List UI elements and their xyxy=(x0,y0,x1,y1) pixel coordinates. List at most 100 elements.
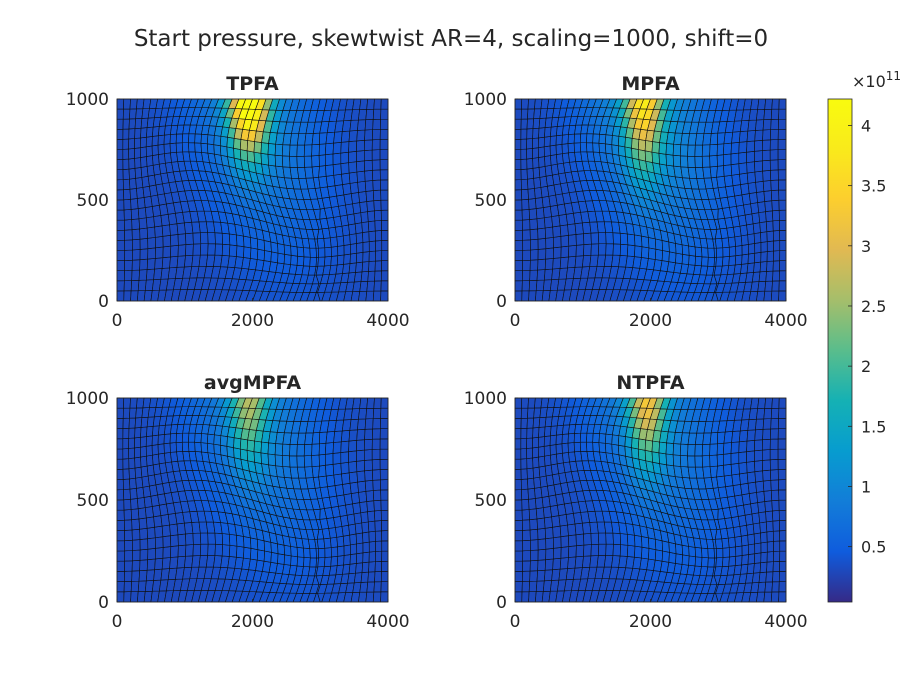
heatmap-cell xyxy=(134,436,141,449)
heatmap-cell xyxy=(340,451,349,464)
heatmap-cell xyxy=(579,133,588,144)
heatmap-cell xyxy=(381,240,389,251)
heatmap-cell xyxy=(236,234,245,248)
heatmap-cell xyxy=(658,142,667,155)
heatmap-cell xyxy=(709,132,719,146)
heatmap-cell xyxy=(379,128,389,140)
heatmap-cell xyxy=(169,556,179,569)
heatmap-cell xyxy=(213,434,222,446)
heatmap-cell xyxy=(349,553,358,565)
heatmap-cell xyxy=(381,219,389,231)
heatmap-cell xyxy=(568,244,577,258)
heatmap-cell xyxy=(277,252,285,265)
heatmap-cell xyxy=(163,433,171,445)
subplot-title: MPFA xyxy=(621,73,680,95)
heatmap-cell xyxy=(303,557,311,568)
heatmap-cell xyxy=(263,550,272,563)
heatmap-cell xyxy=(309,256,317,267)
heatmap-cell xyxy=(250,547,259,561)
heatmap-cell xyxy=(362,531,370,544)
heatmap-cell xyxy=(527,397,536,409)
heatmap-cell xyxy=(372,118,381,130)
heatmap-cell xyxy=(341,472,351,485)
heatmap-cell xyxy=(769,159,779,171)
heatmap-cell xyxy=(694,444,703,457)
heatmap-cell xyxy=(769,149,779,161)
heatmap-cell xyxy=(637,149,647,162)
heatmap-cell xyxy=(521,488,529,501)
heatmap-cell xyxy=(611,434,620,446)
heatmap-cell xyxy=(372,479,381,491)
heatmap-cell xyxy=(154,557,164,571)
heatmap-cell xyxy=(537,538,547,551)
heatmap-cell xyxy=(281,144,291,157)
heatmap-cell xyxy=(527,98,536,110)
heatmap-cell xyxy=(129,178,137,190)
heatmap-cell xyxy=(687,155,696,168)
heatmap-cell xyxy=(116,229,125,241)
heatmap-cell xyxy=(116,581,125,593)
heatmap-cell xyxy=(627,244,636,257)
heatmap-cell xyxy=(170,234,179,247)
heatmap-cell xyxy=(364,170,374,182)
heatmap-cell xyxy=(754,129,764,142)
heatmap-cell xyxy=(374,510,382,522)
heatmap-cell xyxy=(124,219,133,231)
heatmap-cell xyxy=(701,256,709,267)
heatmap-cell xyxy=(769,438,779,450)
heatmap-cell xyxy=(329,536,338,548)
heatmap-cell xyxy=(753,532,762,545)
heatmap-cell xyxy=(755,119,765,131)
heatmap-cell xyxy=(778,280,787,292)
heatmap-cell xyxy=(675,243,684,255)
heatmap-cell xyxy=(592,133,600,144)
heatmap-cell xyxy=(715,256,724,267)
heatmap-cell xyxy=(759,521,768,534)
heatmap-cell xyxy=(348,439,358,453)
heatmap-cell xyxy=(132,249,141,261)
heatmap-cell xyxy=(140,455,148,468)
heatmap-cell xyxy=(309,247,317,258)
heatmap-cell xyxy=(132,539,141,551)
heatmap-cell xyxy=(175,142,184,153)
heatmap-cell xyxy=(116,219,125,231)
heatmap-cell xyxy=(139,227,148,240)
heatmap-cell xyxy=(374,571,382,583)
heatmap-cell xyxy=(586,142,594,153)
heatmap-cell xyxy=(123,397,131,409)
heatmap-cell xyxy=(567,223,577,236)
heatmap-cell xyxy=(552,525,562,539)
heatmap-cell xyxy=(116,468,124,480)
heatmap-cell xyxy=(154,525,164,539)
heatmap-cell xyxy=(740,183,750,196)
y-tick-label: 1000 xyxy=(66,389,109,409)
heatmap-cell xyxy=(356,242,364,254)
heatmap-cell xyxy=(770,479,779,491)
subplot-tpfa: TPFA 0 2000 4000 0 500 1000 xyxy=(66,73,410,331)
heatmap-cell xyxy=(701,443,711,457)
heatmap-cell xyxy=(770,428,779,440)
heatmap-cell xyxy=(147,547,156,561)
heatmap-cell xyxy=(514,199,523,211)
heatmap-cell xyxy=(188,133,196,144)
heatmap-cell xyxy=(349,481,359,494)
heatmap-cell xyxy=(194,142,202,153)
heatmap-cell xyxy=(175,133,184,144)
heatmap-cell xyxy=(567,255,577,269)
heatmap-cell xyxy=(274,443,284,456)
heatmap-cell xyxy=(170,545,179,558)
heatmap-cell xyxy=(192,232,202,245)
heatmap-cell xyxy=(583,243,592,257)
heatmap-cell xyxy=(357,418,367,431)
heatmap-cell xyxy=(362,251,370,263)
heatmap-cell xyxy=(343,554,351,566)
heatmap-cell xyxy=(221,243,231,257)
heatmap-cell xyxy=(514,550,524,562)
heatmap-cell xyxy=(128,148,135,160)
heatmap-cell xyxy=(514,169,522,181)
heatmap-cell xyxy=(734,535,743,548)
heatmap-cell xyxy=(359,201,368,213)
heatmap-cell xyxy=(325,164,335,177)
heatmap-cell xyxy=(641,546,650,560)
heatmap-cell xyxy=(637,139,647,152)
